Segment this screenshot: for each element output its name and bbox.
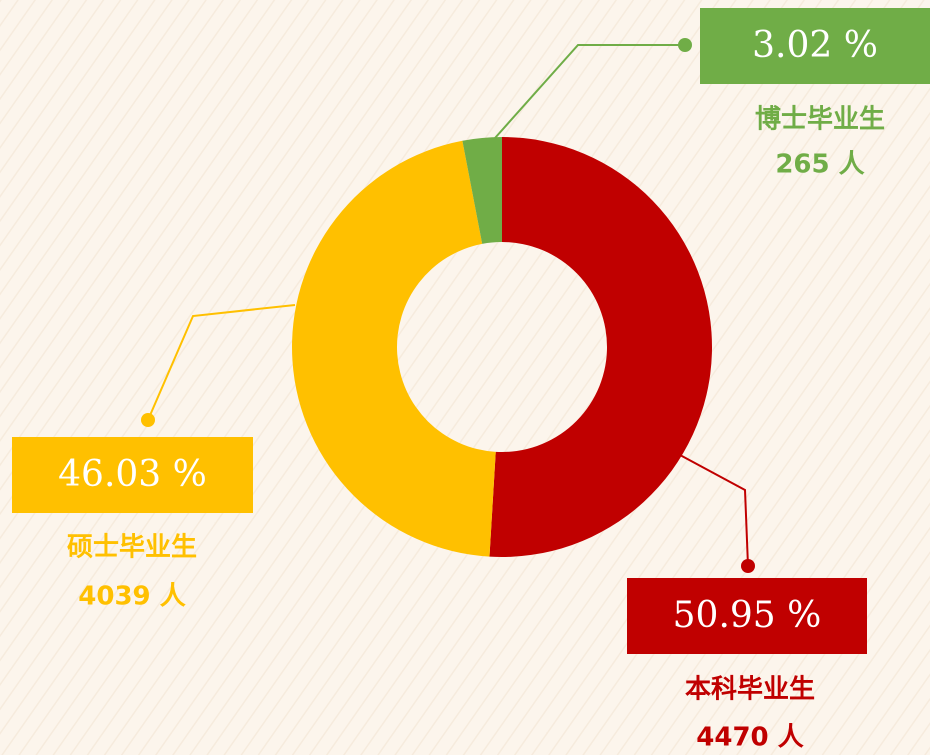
count-label: 265 人 <box>775 150 864 180</box>
donut-segment <box>489 137 713 557</box>
donut-segment <box>292 140 496 557</box>
leader-dot <box>678 38 692 52</box>
label-box <box>700 8 930 84</box>
leader-line <box>494 44 685 139</box>
leader-dot <box>141 413 155 427</box>
leader-line <box>147 304 296 421</box>
percent-label: 50.95 % <box>673 595 822 636</box>
leader-dot <box>741 559 755 573</box>
category-label: 博士毕业生 <box>755 105 885 135</box>
category-label: 硕士毕业生 <box>67 533 197 563</box>
percent-label: 3.02 % <box>752 25 878 66</box>
count-label: 4039 人 <box>78 582 185 612</box>
category-label: 本科毕业生 <box>685 675 815 705</box>
leader-line <box>679 454 749 567</box>
count-label: 4470 人 <box>696 723 803 753</box>
donut-segment <box>462 137 502 244</box>
percent-label: 46.03 % <box>58 454 207 495</box>
label-box <box>627 578 867 654</box>
label-box <box>12 437 253 513</box>
